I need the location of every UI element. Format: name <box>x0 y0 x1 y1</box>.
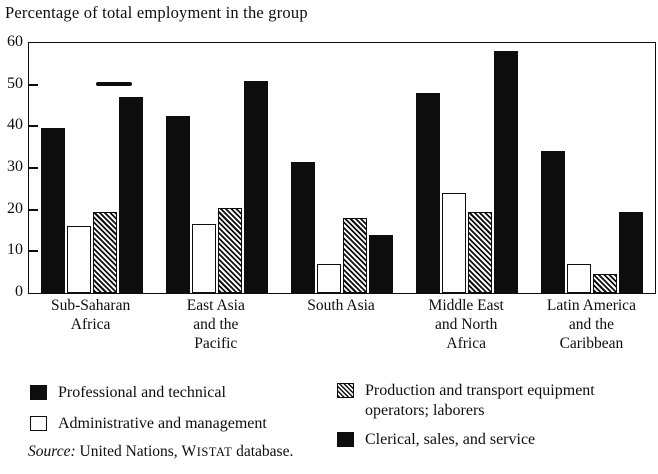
bar <box>317 263 341 293</box>
bar <box>66 226 91 293</box>
y-tick <box>29 250 38 253</box>
y-tick-label: 0 <box>15 283 23 300</box>
x-category-label: South Asia <box>307 297 375 314</box>
bar-groups <box>29 43 655 293</box>
source-text-segment: United Nations, <box>75 443 182 460</box>
bar-group <box>530 43 655 293</box>
bar-group <box>279 43 404 293</box>
y-tick-label: 60 <box>7 33 23 50</box>
y-tick <box>29 125 38 128</box>
x-category-label: Latin America and the Caribbean <box>546 297 636 352</box>
y-tick-label: 50 <box>7 74 23 92</box>
legend-swatch-hatched <box>337 383 354 398</box>
bar <box>217 207 242 293</box>
legend-swatch-white-outline <box>30 416 47 431</box>
legend-swatch-solid-black <box>30 385 47 400</box>
bar-group <box>29 43 154 293</box>
source-text-segment: database. <box>232 443 294 460</box>
y-tick-label: 10 <box>7 241 23 259</box>
bar <box>343 218 367 293</box>
bar <box>191 224 216 293</box>
bar <box>468 211 493 293</box>
source-text-segment: Source: <box>28 443 76 460</box>
legend-column-right: Production and transport equipment opera… <box>337 381 637 450</box>
legend-label: Professional and technical <box>58 384 226 401</box>
y-tick <box>29 208 38 211</box>
legend-label: Production and transport equipment opera… <box>365 382 595 419</box>
x-category-label: Middle East and North Africa <box>428 297 504 352</box>
x-category-label: East Asia and the Pacific <box>186 297 245 352</box>
bar <box>567 263 592 293</box>
y-tick-label: 20 <box>7 199 23 217</box>
legend-label: Clerical, sales, and service <box>365 431 536 448</box>
legend-item: Professional and technical <box>30 383 267 403</box>
bar <box>541 151 566 293</box>
x-category-label: Sub-Saharan Africa <box>51 297 131 333</box>
plot-area <box>28 42 656 294</box>
source-note: Source: United Nations, WISTAT database. <box>28 443 293 461</box>
legend-swatch-solid-black <box>337 432 354 447</box>
legend-column-left: Professional and technical Administrative… <box>30 383 267 434</box>
bar <box>494 51 519 293</box>
source-text-segment: WISTAT <box>181 443 233 460</box>
bar <box>442 193 467 293</box>
legend-label: Administrative and management <box>58 415 267 432</box>
bar <box>40 128 65 293</box>
legend-item: Production and transport equipment opera… <box>337 381 637 421</box>
legend-item: Administrative and management <box>30 414 267 434</box>
y-axis-labels: 0 10 20 30 40 50 60 <box>0 34 23 300</box>
bar <box>118 97 143 293</box>
print-artifact <box>96 82 132 86</box>
bar <box>619 211 644 293</box>
y-tick <box>29 83 38 86</box>
y-tick-label: 40 <box>7 116 23 134</box>
bar <box>165 115 190 293</box>
legend-item: Clerical, sales, and service <box>337 430 637 450</box>
bar <box>291 161 315 293</box>
chart-title: Percentage of total employment in the gr… <box>5 3 308 22</box>
y-tick <box>29 167 38 169</box>
bar-group <box>405 43 530 293</box>
y-tick-label: 30 <box>7 158 23 175</box>
bar <box>92 211 117 293</box>
bar <box>243 80 268 293</box>
x-axis-labels: Sub-Saharan Africa East Asia and the Pacific… <box>28 296 654 353</box>
bar-group <box>154 43 279 293</box>
bar <box>593 274 618 293</box>
bar <box>369 234 393 293</box>
bar <box>416 93 441 293</box>
